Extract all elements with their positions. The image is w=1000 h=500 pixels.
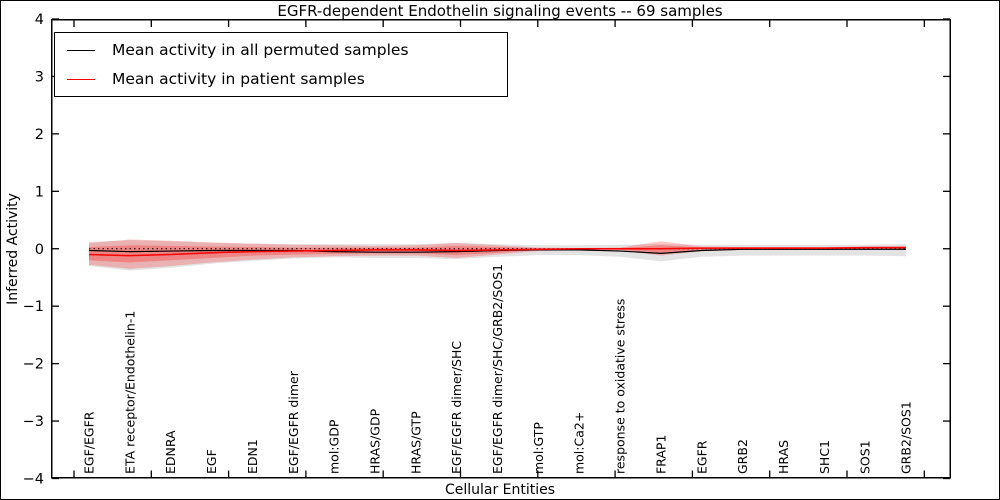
x-axis-label: Cellular Entities (444, 482, 556, 498)
series-line-patient (88, 246, 906, 257)
legend-entry-permuted: Mean activity in all permuted samples (55, 36, 507, 65)
legend-label: Mean activity in patient samples (112, 70, 365, 88)
category-label: EDN1 (245, 439, 260, 474)
y-tick-label: −1 (23, 299, 44, 315)
y-tick-label: 0 (35, 242, 44, 258)
category-label: EGF (204, 449, 219, 474)
y-tick-label: 1 (35, 184, 44, 200)
category-label: FRAP1 (653, 435, 668, 474)
category-label: EDNRA (163, 430, 178, 474)
y-tick-label: 3 (35, 69, 44, 85)
category-label: SOS1 (858, 440, 873, 474)
chart-title: EGFR-dependent Endothelin signaling even… (277, 2, 723, 20)
axes-frame (51, 19, 951, 479)
category-label: mol:Ca2+ (572, 412, 587, 474)
black-line-swatch (67, 49, 95, 51)
band-patient-samples-activity-range-outer (89, 239, 906, 269)
legend-label: Mean activity in all permuted samples (112, 41, 409, 59)
y-tick-label: 4 (35, 12, 44, 28)
y-tick-label: −2 (23, 357, 44, 373)
category-label: mol:GTP (531, 422, 546, 474)
category-label: GRB2 (735, 439, 750, 474)
category-label: EGF/EGFR dimer (286, 370, 301, 474)
category-label: HRAS/GDP (367, 408, 382, 474)
category-label: EGF/EGFR (82, 411, 97, 474)
category-label: EGF/EGFR dimer/SHC (449, 341, 464, 474)
red-line-swatch (67, 78, 95, 80)
y-tick-label: −4 (23, 472, 44, 488)
category-label: ETA receptor/Endothelin-1 (122, 311, 137, 474)
category-label: mol:GDP (327, 419, 342, 474)
category-label: EGF/EGFR dimer/SHC/GRB2/SOS1 (490, 264, 505, 474)
category-label: GRB2/SOS1 (899, 401, 914, 474)
category-label: EGFR (694, 440, 709, 474)
category-label: HRAS/GTP (408, 411, 423, 474)
band-patient-samples-activity-range-inner (89, 245, 906, 263)
category-label: response to oxidative stress (613, 299, 628, 474)
category-label: SHC1 (817, 440, 832, 474)
legend: Mean activity in all permuted samples Me… (54, 32, 508, 97)
legend-entry-patient: Mean activity in patient samples (55, 65, 507, 94)
y-tick-label: −3 (23, 414, 44, 430)
y-axis-label: Inferred Activity (5, 193, 21, 305)
category-label: HRAS (776, 440, 791, 474)
y-tick-label: 2 (35, 127, 44, 143)
